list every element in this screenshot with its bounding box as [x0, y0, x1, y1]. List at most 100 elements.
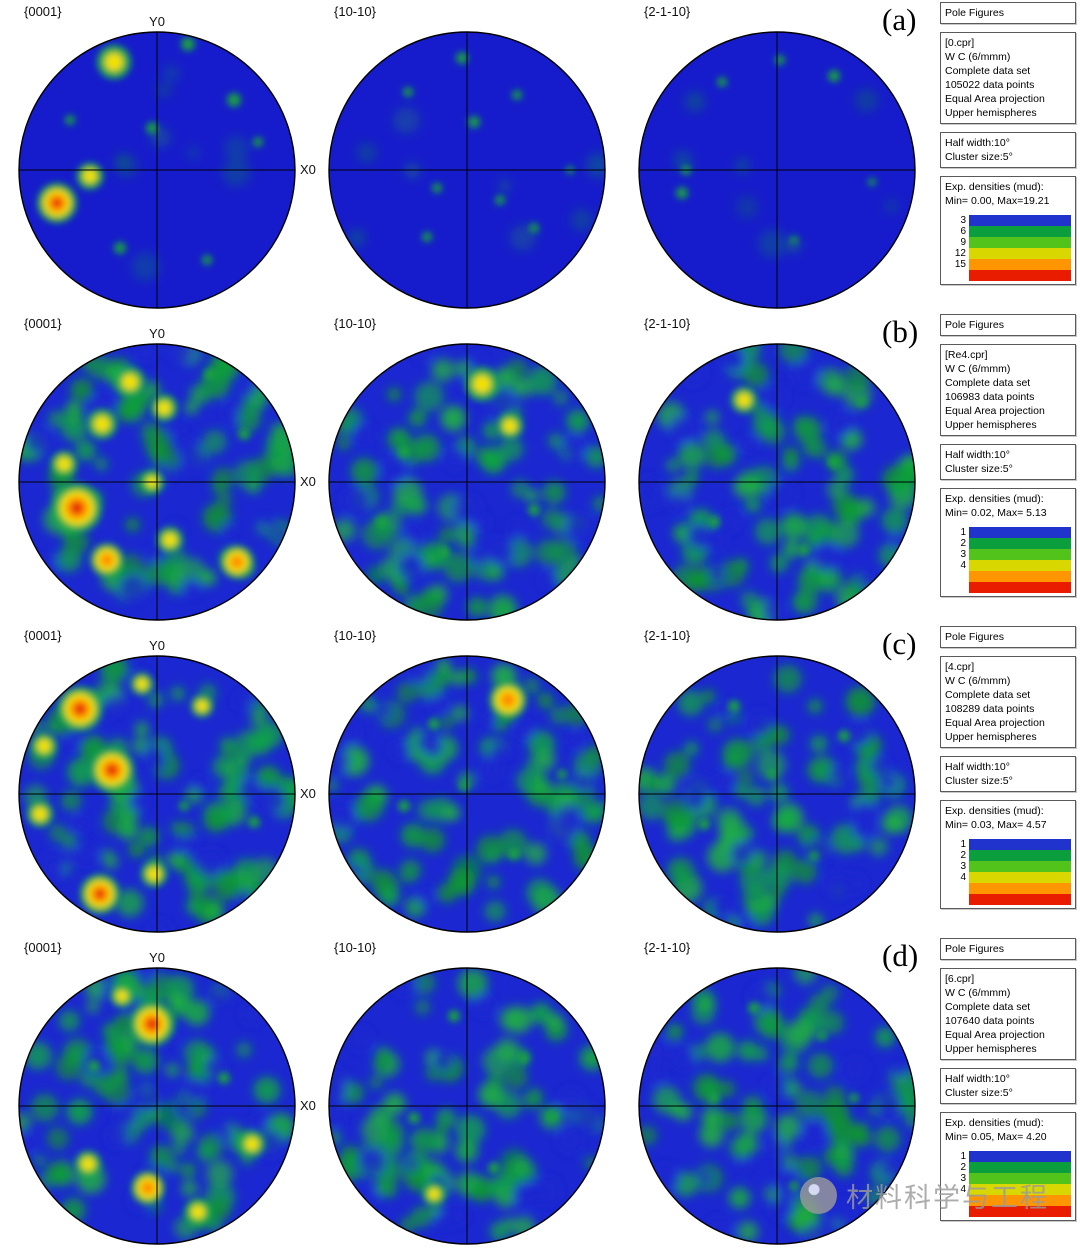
- dataset-label: Complete data set: [945, 689, 1031, 701]
- panel-title: Pole Figures: [940, 938, 1076, 960]
- scale-color-band: [969, 527, 1071, 538]
- params-box: Half width:10° Cluster size:5°: [940, 132, 1076, 168]
- projection-label: Equal Area projection: [945, 93, 1045, 105]
- dataset-label: Complete data set: [945, 1001, 1031, 1013]
- densities-label: Exp. densities (mud):: [945, 1117, 1044, 1129]
- pole-figure: {2-1-10}: [638, 940, 916, 1245]
- x-axis-label: X0: [300, 474, 316, 489]
- scale-row: [945, 894, 1071, 905]
- scale-tick-label: [945, 270, 969, 281]
- pole-figure: {0001} Y0 X0: [18, 628, 316, 933]
- scale-tick-label: 2: [960, 538, 966, 549]
- scale-tick-label: 12: [954, 248, 966, 259]
- scale-color-band: [969, 1195, 1071, 1206]
- data-points: 108289 data points: [945, 703, 1035, 715]
- dataset-info-box: [4.cpr] W C (6/mmm) Complete data set 10…: [940, 656, 1076, 748]
- projection-label: Equal Area projection: [945, 717, 1045, 729]
- pole-title: {2-1-10}: [644, 628, 691, 643]
- scale-tick-label: [945, 571, 969, 582]
- pole-title: {10-10}: [334, 316, 377, 331]
- info-panel: Pole Figures [6.cpr] W C (6/mmm) Complet…: [940, 938, 1076, 1229]
- pole-title: {0001}: [24, 940, 62, 955]
- densities-box: Exp. densities (mud): Min= 0.00, Max=19.…: [940, 176, 1076, 285]
- pole-figures: {0001} Y0 X0 {10-10} {2-1-10}: [2, 936, 932, 1248]
- dataset-label: Complete data set: [945, 377, 1031, 389]
- scale-row: 4: [945, 560, 1071, 571]
- pole-figure-row: {0001} Y0 X0 {10-10} {2-1-10} (b) Pole Figur…: [0, 312, 1080, 624]
- pole-outline: [328, 31, 606, 309]
- data-points: 106983 data points: [945, 391, 1035, 403]
- scale-row: 9: [945, 237, 1071, 248]
- panel-title: Pole Figures: [940, 626, 1076, 648]
- pole-outline: [328, 967, 606, 1245]
- row-label: (a): [882, 2, 917, 37]
- y-axis-label: Y0: [149, 950, 165, 965]
- row-label: (b): [882, 314, 919, 349]
- scale-tick-label: 6: [960, 226, 966, 237]
- pole-outline: [328, 655, 606, 933]
- scale-color-band: [969, 259, 1071, 270]
- scale-color-band: [969, 270, 1071, 281]
- scale-row: 3: [945, 861, 1071, 872]
- row-label: (c): [882, 626, 917, 661]
- scale-tick-label: 1: [960, 1151, 966, 1162]
- pole-title: {0001}: [24, 628, 62, 643]
- pole-figures: {0001} Y0 X0 {10-10} {2-1-10}: [2, 312, 932, 624]
- scale-row: 2: [945, 538, 1071, 549]
- phase-symmetry: W C (6/mmm): [945, 363, 1011, 375]
- hemisphere-label: Upper hemispheres: [945, 731, 1037, 743]
- scale-row: 6: [945, 226, 1071, 237]
- y-axis-label: Y0: [149, 638, 165, 653]
- file-name: [6.cpr]: [945, 973, 975, 985]
- scale-tick-label: 4: [960, 1184, 966, 1195]
- hemisphere-label: Upper hemispheres: [945, 419, 1037, 431]
- dataset-label: Complete data set: [945, 65, 1031, 77]
- scale-row: [945, 1206, 1071, 1217]
- dataset-info-box: [6.cpr] W C (6/mmm) Complete data set 10…: [940, 968, 1076, 1060]
- pole-figure: {0001} Y0 X0: [18, 940, 316, 1245]
- scale-row: [945, 270, 1071, 281]
- pole-figure: {10-10}: [328, 628, 606, 933]
- x-axis-label: X0: [300, 1098, 316, 1113]
- scale-row: 4: [945, 1184, 1071, 1195]
- scale-color-band: [969, 861, 1071, 872]
- pole-figure: {0001} Y0 X0: [18, 316, 316, 621]
- scale-color-band: [969, 560, 1071, 571]
- scale-row: 15: [945, 259, 1071, 270]
- scale-row: [945, 1195, 1071, 1206]
- scale-tick-label: 1: [960, 527, 966, 538]
- pole-title: {0001}: [24, 4, 62, 19]
- pole-figure-row: {0001} Y0 X0 {10-10} {2-1-10} (d) Pole Figur…: [0, 936, 1080, 1248]
- pole-figure: {2-1-10}: [638, 316, 916, 621]
- scale-color-band: [969, 248, 1071, 259]
- scale-row: [945, 571, 1071, 582]
- scale-row: 1: [945, 839, 1071, 850]
- scale-tick-label: 1: [960, 839, 966, 850]
- file-name: [Re4.cpr]: [945, 349, 988, 361]
- densities-label: Exp. densities (mud):: [945, 805, 1044, 817]
- scale-tick-label: [945, 894, 969, 905]
- scale-tick-label: 3: [960, 1173, 966, 1184]
- row-label: (d): [882, 938, 919, 973]
- data-points: 107640 data points: [945, 1015, 1035, 1027]
- scale-color-band: [969, 883, 1071, 894]
- scale-color-band: [969, 1206, 1071, 1217]
- scale-tick-label: 4: [960, 560, 966, 571]
- pole-title: {0001}: [24, 316, 62, 331]
- scale-color-band: [969, 1173, 1071, 1184]
- scale-color-band: [969, 872, 1071, 883]
- scale-row: 3: [945, 1173, 1071, 1184]
- scale-row: 1: [945, 527, 1071, 538]
- pole-figure: {0001} Y0 X0: [18, 4, 316, 309]
- pole-title: {10-10}: [334, 940, 377, 955]
- scale-color-band: [969, 571, 1071, 582]
- min-max-label: Min= 0.03, Max= 4.57: [945, 819, 1047, 831]
- scale-tick-label: 9: [960, 237, 966, 248]
- scale-color-band: [969, 1162, 1071, 1173]
- half-width-label: Half width:10°: [945, 449, 1010, 461]
- scale-tick-label: 3: [960, 861, 966, 872]
- x-axis-label: X0: [300, 162, 316, 177]
- half-width-label: Half width:10°: [945, 761, 1010, 773]
